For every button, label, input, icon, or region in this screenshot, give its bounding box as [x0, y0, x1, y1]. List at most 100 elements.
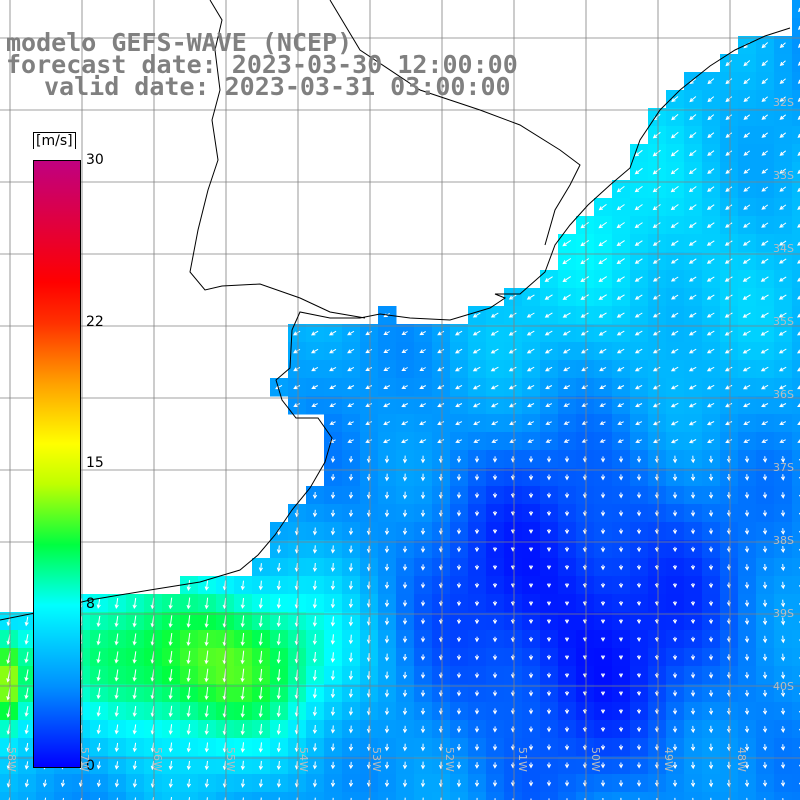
wind-arrow — [96, 651, 101, 664]
wind-arrow — [634, 348, 643, 354]
wind-arrows — [6, 7, 800, 800]
wind-arrow — [580, 312, 589, 318]
wind-arrow — [562, 258, 572, 265]
wind-arrow — [132, 761, 137, 770]
wind-arrow — [618, 709, 624, 714]
wind-arrow — [600, 474, 606, 481]
wind-arrow — [708, 546, 714, 553]
wind-arrow — [563, 348, 571, 354]
wind-arrow — [600, 564, 606, 571]
wind-arrow — [690, 725, 696, 734]
wind-arrow — [474, 618, 480, 625]
wind-cell — [0, 792, 19, 800]
wind-arrow — [616, 294, 625, 300]
wind-arrow — [437, 348, 445, 354]
wind-arrow — [114, 724, 119, 735]
wind-arrow — [725, 421, 733, 426]
wind-arrow — [528, 744, 534, 751]
wind-arrow — [402, 707, 408, 716]
wind-cell — [792, 792, 800, 800]
wind-arrow — [636, 673, 642, 678]
wind-cell — [198, 792, 217, 800]
wind-arrow — [330, 634, 335, 645]
wind-arrow — [422, 797, 424, 800]
wind-arrow — [186, 650, 191, 665]
wind-arrow — [347, 403, 355, 407]
wind-arrow — [383, 331, 390, 335]
wind-arrow — [546, 726, 552, 733]
wind-arrow — [725, 132, 733, 138]
wind-arrow — [384, 725, 390, 734]
wind-arrow — [508, 366, 517, 372]
wind-arrow — [670, 131, 679, 139]
wind-arrow — [600, 673, 606, 678]
wind-arrow — [688, 168, 697, 175]
wind-arrow — [618, 492, 624, 499]
wind-arrow — [797, 241, 800, 246]
land-border — [189, 0, 581, 319]
wind-arrow — [779, 204, 787, 210]
wind-arrow — [762, 617, 768, 626]
wind-arrow — [278, 797, 280, 800]
wind-arrow — [690, 546, 696, 553]
wind-arrow — [508, 312, 517, 318]
wind-arrow — [24, 761, 29, 770]
wind-arrow — [564, 565, 570, 571]
wind-arrow — [347, 348, 355, 354]
wind-arrow — [797, 205, 800, 210]
wind-arrow — [186, 760, 191, 771]
wind-cell — [792, 342, 800, 361]
wind-arrow — [689, 114, 697, 121]
wind-arrow — [618, 456, 624, 463]
wind-arrow — [796, 367, 800, 372]
wind-arrow — [170, 797, 172, 800]
wind-arrow — [724, 330, 733, 336]
wind-arrow — [779, 42, 786, 48]
wind-arrow — [760, 294, 769, 300]
wind-arrow — [258, 633, 263, 646]
wind-arrow — [744, 456, 750, 463]
wind-arrow — [330, 779, 336, 788]
wind-arrow — [240, 742, 245, 753]
wind-arrow — [670, 366, 679, 372]
wind-arrow — [762, 492, 768, 499]
wind-arrow — [564, 492, 570, 499]
wind-arrow — [420, 600, 426, 607]
latitude-label: 40S — [773, 680, 794, 693]
wind-arrow — [670, 439, 679, 444]
wind-arrow — [707, 150, 715, 156]
wind-arrow — [420, 636, 426, 643]
wind-arrow — [473, 439, 480, 443]
wind-arrow — [707, 114, 715, 121]
wind-arrow — [365, 421, 373, 425]
wind-arrow — [742, 366, 751, 372]
wind-arrow — [581, 421, 588, 425]
wind-arrow — [780, 726, 786, 733]
wind-arrow — [528, 456, 534, 463]
wind-cell — [792, 720, 800, 739]
wind-arrow — [492, 618, 498, 625]
wind-arrow — [311, 403, 318, 407]
wind-arrow — [546, 780, 552, 787]
wind-arrow — [546, 510, 552, 517]
wind-arrow — [652, 402, 661, 408]
wind-arrow — [670, 384, 679, 390]
wind-cell — [792, 270, 800, 289]
wind-arrow — [618, 474, 624, 481]
wind-arrow — [347, 421, 354, 425]
wind-arrow — [132, 597, 137, 610]
wind-arrow — [779, 78, 786, 84]
wind-arrow — [474, 564, 480, 571]
wind-arrow — [204, 597, 209, 610]
wind-arrow — [760, 366, 769, 372]
wind-arrow — [546, 619, 552, 624]
wind-arrow — [671, 294, 679, 300]
wind-arrow — [348, 634, 354, 645]
wind-cell — [720, 792, 739, 800]
wind-arrow — [688, 294, 697, 300]
wind-arrow — [240, 668, 245, 683]
wind-cell — [792, 504, 800, 523]
wind-arrow — [330, 761, 336, 770]
wind-arrow — [276, 633, 281, 646]
wind-arrow — [546, 529, 552, 535]
